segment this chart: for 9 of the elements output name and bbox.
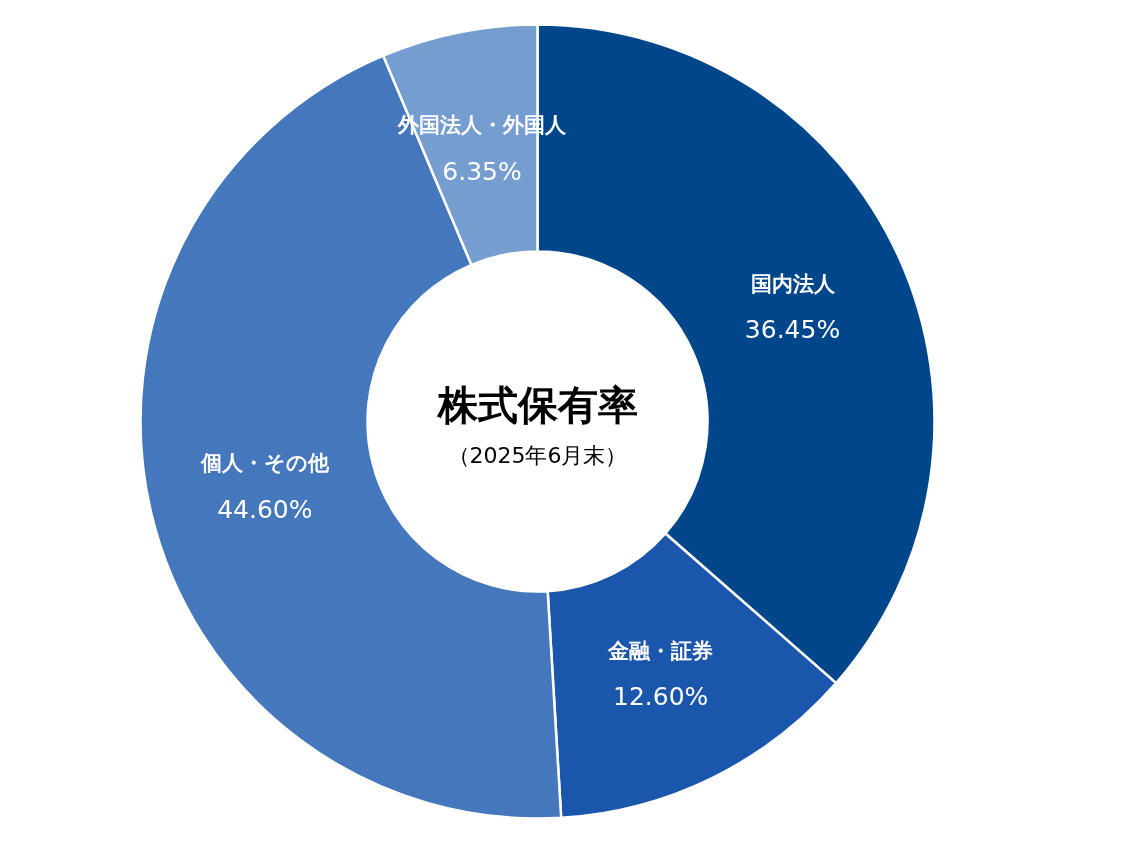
data-label: 44.60% — [217, 494, 313, 524]
text: 株式保有率 — [435, 381, 638, 428]
slice-label: 金融・証券 — [607, 638, 714, 663]
text: （2025年6月末） — [447, 443, 628, 468]
data-label: 12.60% — [613, 682, 709, 712]
slice-label: 国内法人 — [750, 271, 836, 296]
data-label: 36.45% — [744, 315, 841, 345]
data-label: 6.35% — [442, 156, 522, 186]
slice-label: 個人・その他 — [199, 451, 330, 476]
